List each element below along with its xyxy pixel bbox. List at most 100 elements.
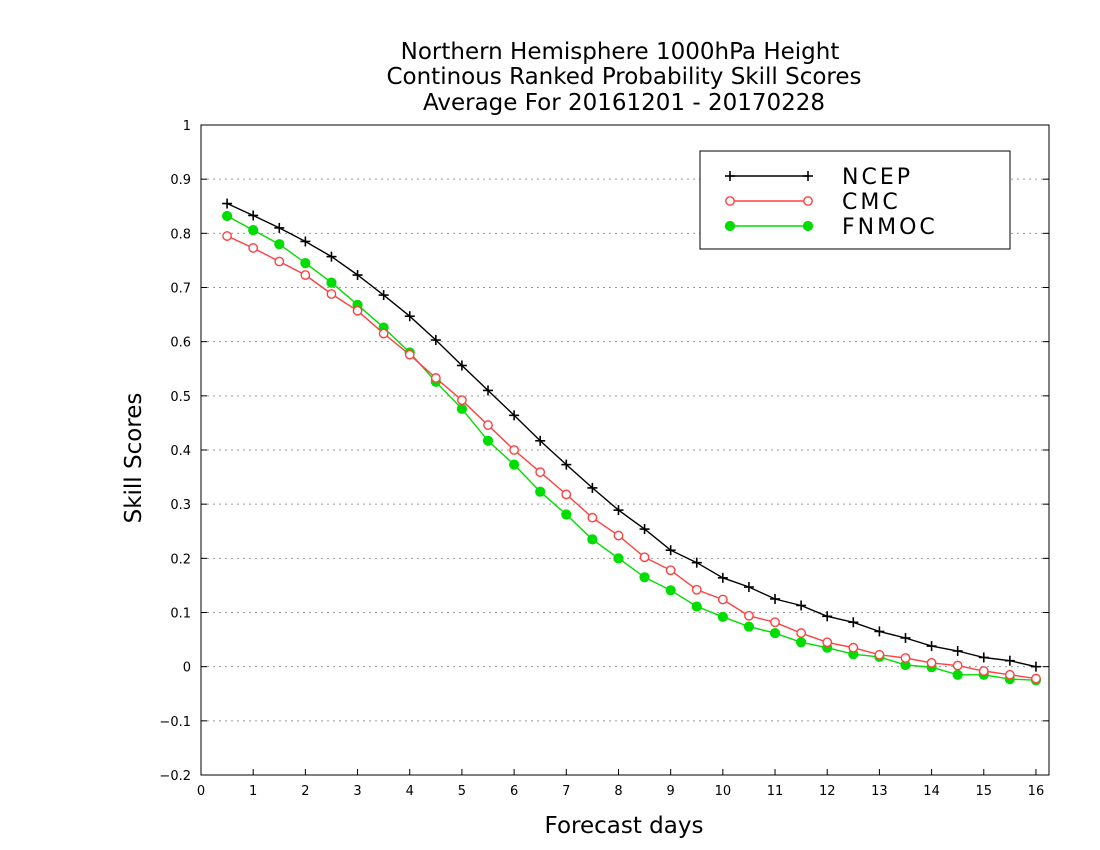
y-axis: −0.2 −0.1 0 0.1 0.2 0.3 0.4 0.5 0.6 0.7 0.8 0.9 1	[159, 119, 1049, 784]
ncep-point	[352, 270, 363, 281]
legend-marker-ncep	[803, 171, 813, 181]
ncep-point	[404, 311, 415, 322]
fnmoc-point	[613, 553, 624, 564]
y-axis-title: Skill Scores	[121, 393, 147, 524]
fnmoc-point	[952, 669, 963, 680]
legend-label-cmc: CMC	[842, 190, 901, 215]
ncep-point	[1004, 655, 1015, 666]
legend-label-ncep: NCEP	[842, 165, 913, 190]
cmc-point	[665, 565, 676, 576]
fnmoc-line	[226, 215, 1037, 681]
fnmoc-point	[221, 210, 233, 222]
cmc-point	[1004, 669, 1015, 680]
cmc-point	[352, 305, 363, 316]
x-tick-label: 0	[197, 784, 205, 799]
ncep-point	[900, 632, 911, 643]
ncep-point	[456, 360, 467, 371]
y-tick-label: 0	[183, 661, 191, 676]
ncep-point	[274, 222, 285, 233]
x-axis-title: Forecast days	[545, 813, 704, 839]
legend-marker-ncep	[725, 171, 735, 181]
x-tick-label: 11	[767, 784, 784, 799]
ncep-point	[248, 210, 259, 221]
fnmoc-point	[691, 601, 702, 612]
fnmoc-point	[300, 258, 311, 269]
cmc-point	[848, 642, 859, 653]
ncep-point	[717, 572, 728, 583]
fnmoc-point	[796, 637, 807, 648]
series-layer	[221, 198, 1042, 686]
chart-title: Northern Hemisphere 1000hPa Height Conti…	[386, 39, 861, 116]
x-tick-label: 8	[614, 784, 622, 799]
ncep-point	[926, 641, 937, 652]
y-tick-label: 0.4	[170, 444, 191, 459]
y-tick-label: 0.2	[170, 552, 191, 567]
fnmoc-point	[717, 611, 728, 622]
x-tick-label: 12	[819, 784, 836, 799]
cmc-point	[274, 256, 285, 267]
ncep-point	[222, 198, 233, 209]
x-tick-label: 7	[562, 784, 570, 799]
y-tick-label: −0.2	[159, 769, 191, 784]
ncep-point	[874, 626, 885, 637]
fnmoc-point	[665, 585, 676, 596]
cmc-point	[300, 270, 311, 280]
ncep-point	[691, 557, 702, 568]
cmc-point	[822, 637, 833, 648]
x-tick-label: 10	[715, 784, 732, 799]
cmc-point	[404, 349, 415, 360]
series-cmc	[222, 231, 1041, 684]
cmc-point	[483, 420, 493, 430]
fnmoc-point	[769, 627, 781, 639]
cmc-point	[378, 328, 389, 339]
fnmoc-point	[587, 534, 598, 545]
ncep-point	[430, 335, 441, 346]
ncep-point	[1030, 661, 1041, 672]
cmc-point	[952, 660, 963, 671]
x-tick-label: 14	[923, 784, 940, 799]
ncep-point	[561, 459, 572, 470]
cmc-point	[926, 657, 937, 668]
ncep-point	[770, 593, 781, 604]
ncep-point	[978, 652, 989, 663]
fnmoc-point	[482, 435, 494, 446]
cmc-point	[744, 610, 754, 621]
cmc-point	[587, 512, 598, 523]
cmc-point	[457, 395, 467, 406]
cmc-point	[561, 489, 572, 500]
x-tick-label: 6	[510, 784, 518, 799]
x-tick-label: 15	[975, 784, 992, 799]
ncep-point	[535, 435, 546, 446]
ncep-point	[483, 385, 494, 396]
y-tick-label: 1	[183, 119, 191, 134]
legend-marker-fnmoc	[724, 220, 736, 232]
fnmoc-point	[743, 621, 755, 632]
x-tick-label: 4	[406, 784, 414, 799]
fnmoc-point	[561, 509, 572, 520]
cmc-point	[430, 373, 441, 383]
cmc-point	[874, 649, 885, 660]
x-tick-label: 13	[871, 784, 888, 799]
cmc-point	[509, 445, 520, 455]
x-tick-label: 9	[667, 784, 675, 799]
ncep-point	[665, 545, 676, 556]
cmc-point	[1031, 673, 1041, 684]
cmc-point	[613, 530, 624, 541]
cmc-point	[248, 243, 259, 253]
legend-marker-fnmoc	[802, 220, 814, 232]
chart-title-line-3: Average For 20161201 - 20170228	[423, 90, 825, 116]
ncep-point	[613, 505, 624, 516]
legend-item-fnmoc: FNMOC	[724, 215, 935, 240]
chart-title-line-2: Continous Ranked Probability Skill Score…	[386, 64, 861, 90]
fnmoc-point	[639, 572, 650, 583]
y-tick-label: 0.8	[170, 227, 191, 242]
legend-box	[699, 150, 1011, 250]
ncep-point	[300, 236, 311, 247]
y-tick-label: 0.3	[170, 498, 191, 513]
cmc-point	[535, 467, 546, 478]
chart-title-line-1: Northern Hemisphere 1000hPa Height	[401, 39, 840, 65]
fnmoc-point	[248, 224, 259, 236]
ncep-point	[848, 617, 859, 628]
y-tick-label: 0.9	[170, 173, 191, 188]
cmc-line	[226, 235, 1037, 680]
